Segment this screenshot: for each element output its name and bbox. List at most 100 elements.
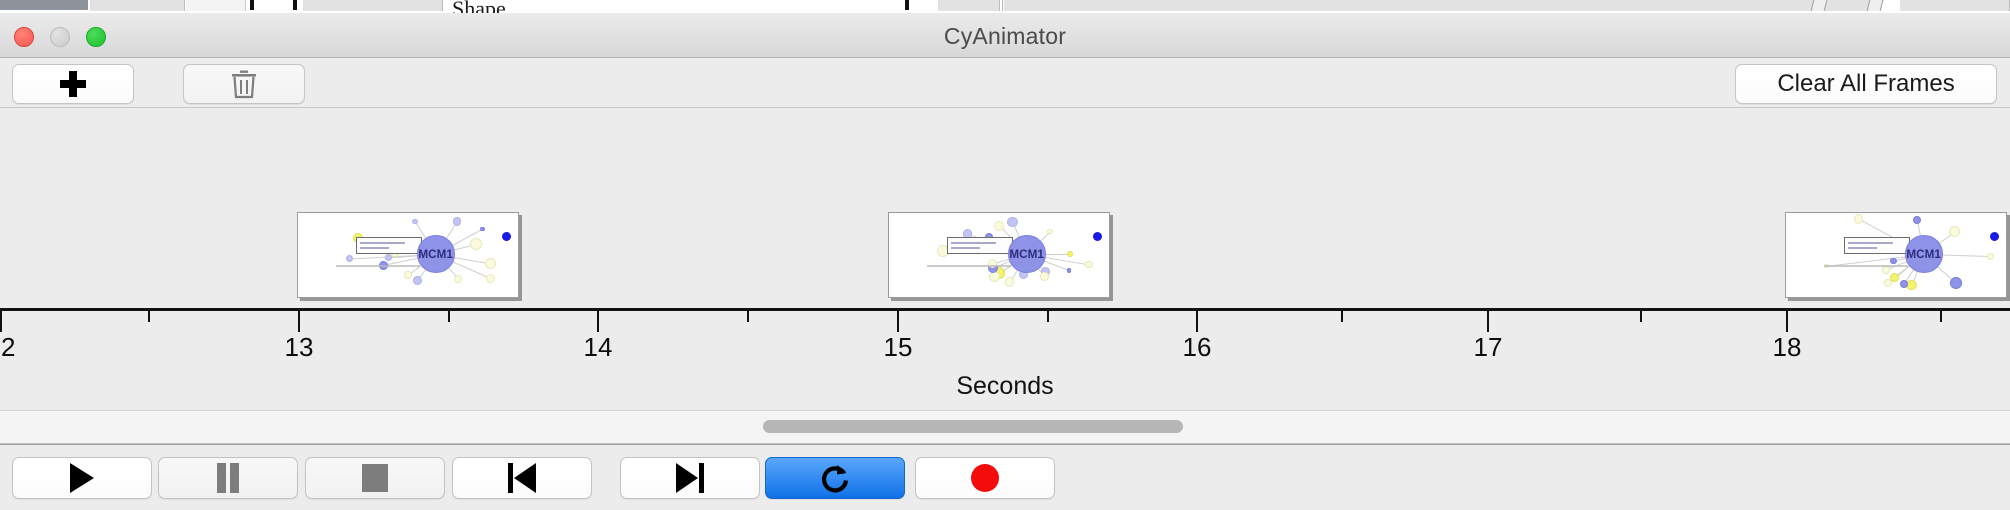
axis-tick-label: 17 — [1473, 332, 1503, 362]
graph-node — [486, 274, 496, 283]
background-panel-c — [938, 0, 1000, 11]
scrollbar-thumb[interactable] — [763, 420, 1183, 433]
graph-node — [994, 220, 1005, 231]
axis-tick-major — [0, 311, 2, 332]
graph-hub-node: MCM1 — [1007, 235, 1046, 274]
playback-control-bar: Animation Speed: — [0, 444, 2010, 510]
background-panel-d — [1004, 0, 1879, 11]
axis-tick-major — [298, 311, 300, 332]
skip-forward-icon — [676, 463, 704, 493]
axis-tick-major — [1786, 311, 1788, 332]
stop-icon — [362, 464, 388, 492]
stop-button[interactable] — [305, 457, 445, 499]
plus-icon — [60, 71, 86, 97]
axis-tick-label: 14 — [583, 332, 613, 362]
skip-back-icon — [508, 463, 536, 493]
graph-node — [1986, 252, 1994, 260]
graph-node — [1889, 272, 1899, 282]
axis-tick-minor — [1940, 311, 1942, 322]
play-button[interactable] — [12, 457, 152, 499]
clear-all-frames-label: Clear All Frames — [1777, 70, 1955, 97]
graph-node — [989, 271, 1001, 283]
axis-tick-minor — [148, 311, 150, 322]
background-panel-a — [90, 0, 185, 11]
axis-tick-major — [597, 311, 599, 332]
title-bar[interactable]: CyAnimator — [0, 13, 2010, 58]
axis-tick-major — [897, 311, 899, 332]
graph-node-highlight — [502, 231, 512, 241]
delete-frame-button[interactable] — [183, 64, 305, 104]
graph-node — [1047, 228, 1053, 235]
loop-icon — [822, 465, 849, 493]
background-window-strip: Shape — [0, 0, 2010, 13]
graph-node — [452, 217, 462, 226]
network-graph-thumbnail: MCM1 — [298, 213, 518, 297]
background-panel-e — [1900, 0, 2010, 11]
graph-tooltip — [1843, 237, 1911, 255]
background-panel-b — [303, 0, 443, 11]
graph-node — [1899, 279, 1908, 288]
axis-tick-minor — [1640, 311, 1642, 322]
loop-button[interactable] — [765, 457, 905, 499]
minimize-icon[interactable] — [50, 27, 70, 47]
background-edge-a — [1002, 0, 1003, 11]
graph-node — [1883, 279, 1892, 288]
graph-node — [1040, 272, 1049, 281]
axis-tick-minor — [1047, 311, 1049, 322]
close-icon[interactable] — [14, 27, 34, 47]
frame-thumbnail[interactable]: MCM1 — [1785, 212, 2007, 298]
background-slant-a — [1810, 0, 1828, 11]
graph-hub-node: MCM1 — [1904, 235, 1943, 274]
pause-icon — [215, 463, 241, 493]
frame-toolbar: Clear All Frames — [0, 58, 2010, 108]
timeline-scrollbar[interactable] — [0, 410, 2010, 444]
timeline-axis — [0, 308, 2010, 311]
axis-tick-minor — [747, 311, 749, 322]
graph-node — [384, 254, 392, 262]
background-tick-b — [293, 0, 297, 10]
frame-thumbnail[interactable]: MCM1 — [888, 212, 1110, 298]
graph-node — [1853, 214, 1864, 224]
axis-tick-major — [1487, 311, 1489, 332]
graph-hub-node: MCM1 — [416, 235, 455, 274]
graph-node — [1949, 226, 1961, 238]
graph-node — [1912, 215, 1922, 224]
graph-node — [1890, 257, 1897, 264]
add-frame-button[interactable] — [12, 64, 134, 104]
pause-button[interactable] — [158, 457, 298, 499]
graph-tooltip — [355, 237, 423, 255]
graph-node — [1004, 277, 1015, 288]
graph-node — [412, 218, 418, 225]
axis-tick-label: 18 — [1772, 332, 1802, 362]
record-icon — [971, 464, 999, 492]
maximize-icon[interactable] — [86, 27, 106, 47]
background-tab-a — [186, 0, 246, 11]
axis-tick-label: 12 — [0, 332, 16, 362]
background-window-label: Shape — [452, 0, 506, 13]
axis-tick-label: 15 — [883, 332, 913, 362]
axis-title: Seconds — [956, 372, 1054, 400]
graph-caption — [1823, 264, 1909, 267]
graph-node — [413, 276, 422, 285]
graph-caption — [335, 264, 421, 267]
axis-tick-minor — [448, 311, 450, 322]
skip-to-end-button[interactable] — [620, 457, 760, 499]
clear-all-frames-button[interactable]: Clear All Frames — [1735, 64, 1997, 104]
record-button[interactable] — [915, 457, 1055, 499]
background-slant-b — [1866, 0, 1884, 11]
graph-node-highlight — [1093, 231, 1103, 241]
graph-node — [1949, 277, 1962, 289]
graph-node — [404, 271, 412, 279]
frame-thumbnail[interactable]: MCM1 — [297, 212, 519, 298]
trash-icon — [232, 70, 256, 99]
axis-tick-major — [1196, 311, 1198, 332]
timeline-panel[interactable]: MCM1 MCM1 MCM1 — [0, 108, 2010, 410]
skip-to-start-button[interactable] — [452, 457, 592, 499]
graph-node — [1066, 268, 1072, 273]
graph-node — [1085, 261, 1093, 269]
axis-tick-minor — [1341, 311, 1343, 322]
axis-tick-label: 13 — [284, 332, 314, 362]
background-titlebar-chip — [0, 0, 88, 10]
graph-node — [345, 255, 354, 263]
